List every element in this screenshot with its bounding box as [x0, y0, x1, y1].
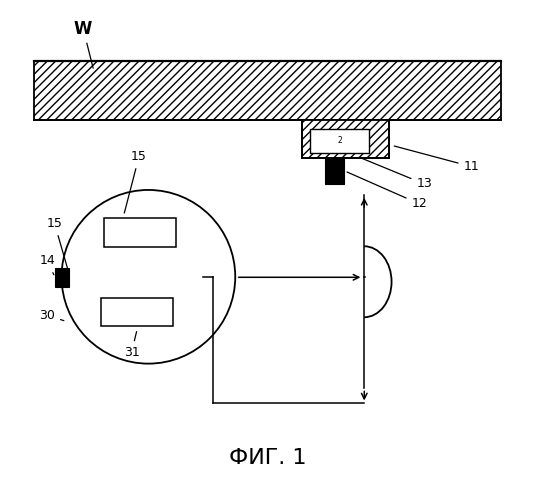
Text: 13: 13	[357, 156, 432, 191]
Text: W: W	[74, 19, 93, 68]
Text: 11: 11	[394, 146, 479, 173]
Bar	[325, 158, 345, 184]
Text: ФИГ. 1: ФИГ. 1	[229, 448, 306, 468]
Text: 12: 12	[347, 172, 427, 210]
Bar	[34, 61, 501, 120]
Bar	[101, 297, 173, 326]
Circle shape	[62, 190, 235, 364]
Text: 15: 15	[124, 150, 147, 213]
Text: 14: 14	[39, 254, 55, 275]
Bar	[55, 268, 69, 287]
Text: 2: 2	[337, 136, 342, 145]
Text: 30: 30	[39, 309, 64, 322]
Text: 31: 31	[124, 332, 139, 359]
Bar	[302, 120, 389, 158]
Bar	[104, 218, 175, 247]
Bar	[310, 129, 369, 153]
Text: 15: 15	[47, 217, 68, 271]
